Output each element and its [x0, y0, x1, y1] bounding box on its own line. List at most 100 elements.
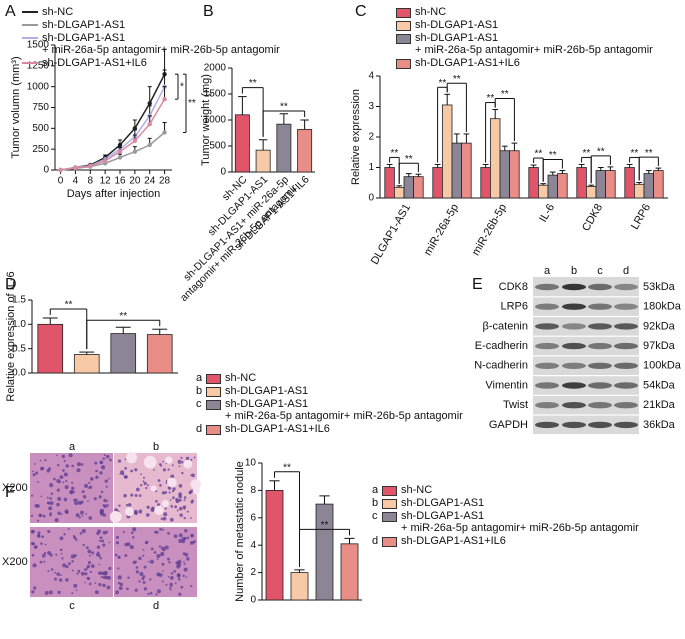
x-tick-label: DLGAP1-AS1 [369, 202, 413, 267]
nucleus [164, 545, 169, 550]
nucleus [76, 462, 81, 467]
nucleus [108, 477, 110, 480]
nucleus [89, 570, 92, 573]
nucleus [64, 485, 69, 490]
point [147, 101, 152, 106]
nucleus [153, 551, 157, 554]
nucleus [98, 583, 102, 587]
nucleus [78, 516, 81, 519]
bar [489, 118, 501, 199]
nucleus [56, 572, 60, 576]
nucleus [86, 566, 89, 569]
nucleus [94, 461, 98, 465]
y-tick-label: 0 [220, 167, 226, 178]
legend-swatch [206, 425, 221, 435]
nucleus [183, 516, 186, 520]
nucleus [39, 459, 42, 462]
legend: a sh-NC b sh-DLGAP1-AS1 c sh-DLGAP1-AS1 + miR… [196, 372, 463, 436]
nucleus [63, 533, 66, 536]
nucleus [180, 585, 184, 589]
nucleus [141, 577, 145, 580]
nucleus [177, 577, 181, 581]
nucleus [100, 490, 104, 494]
legend-letter: b [372, 497, 379, 509]
nucleus [97, 551, 100, 554]
sig-label: ** [549, 150, 557, 161]
legend-entry: c sh-DLGAP1-AS1 + miR-26a-5p antagomir+ m… [372, 510, 639, 534]
legend-swatch [22, 37, 38, 39]
legend-text: sh-NC [415, 6, 447, 18]
nucleus [105, 454, 110, 459]
nucleus [193, 456, 196, 459]
nucleus [155, 499, 158, 503]
bar [276, 123, 292, 173]
bar [441, 104, 453, 199]
blot-band [614, 382, 638, 389]
error-bar [115, 326, 131, 334]
nucleus [171, 464, 174, 467]
error-bar [645, 170, 652, 174]
nucleus [174, 505, 178, 509]
lane-label: a [544, 265, 551, 277]
nucleus [73, 535, 77, 539]
legend-entry: c sh-DLGAP1-AS1 + miR-26a-5p antagomir+ m… [196, 398, 463, 422]
nucleus [81, 490, 85, 494]
nucleus [182, 574, 185, 578]
nucleus [103, 454, 106, 457]
nucleus [80, 463, 84, 466]
bar [576, 167, 587, 199]
error-bar [530, 164, 537, 168]
nucleus [80, 571, 85, 576]
legend-entry: d sh-DLGAP1-AS1+IL6 [372, 535, 639, 547]
nucleus [57, 511, 61, 515]
lane-label: b [571, 265, 577, 277]
nucleus [102, 575, 107, 579]
nucleus [158, 573, 163, 578]
nucleus [43, 551, 47, 555]
legend-letter: d [372, 535, 379, 547]
nucleus [156, 589, 162, 594]
nucleus [58, 578, 63, 582]
y-tick-label: 1.0 [12, 319, 26, 330]
legend-text: sh-NC [401, 484, 433, 496]
nucleus [37, 531, 41, 535]
nucleus [142, 549, 145, 551]
nucleus [65, 464, 69, 468]
nucleus [50, 568, 54, 571]
nucleus [124, 553, 128, 557]
protein-label: β-catenin [483, 320, 528, 332]
error-bar [79, 351, 95, 355]
nucleus [158, 545, 162, 548]
y-tick-label: 1000 [204, 115, 227, 126]
nucleus [43, 560, 46, 563]
alveolus [150, 485, 157, 492]
legend-swatch [396, 8, 411, 18]
x-tick-label: 8 [88, 176, 94, 187]
nucleus [183, 563, 186, 566]
nucleus [63, 497, 68, 502]
nucleus [184, 552, 189, 557]
blot-band [535, 303, 559, 310]
alveolus [165, 456, 173, 464]
nucleus [63, 472, 68, 477]
nucleus [56, 502, 60, 507]
bar [110, 333, 137, 374]
nucleus [154, 530, 157, 534]
error-bar [294, 569, 305, 573]
bar [528, 167, 539, 199]
bar [461, 142, 472, 199]
nucleus [63, 459, 66, 463]
sig-label: ** [631, 148, 639, 159]
blot-band [588, 283, 612, 291]
nucleus [31, 530, 35, 534]
nucleus [46, 496, 49, 499]
nucleus [157, 574, 160, 577]
nucleus [65, 565, 69, 569]
nucleus [135, 570, 139, 574]
nucleus [184, 528, 188, 533]
magnification-label: X200 [2, 556, 28, 568]
nucleus [44, 590, 49, 595]
error-bar [147, 86, 152, 104]
nucleus [190, 585, 193, 588]
nucleus [150, 547, 154, 551]
